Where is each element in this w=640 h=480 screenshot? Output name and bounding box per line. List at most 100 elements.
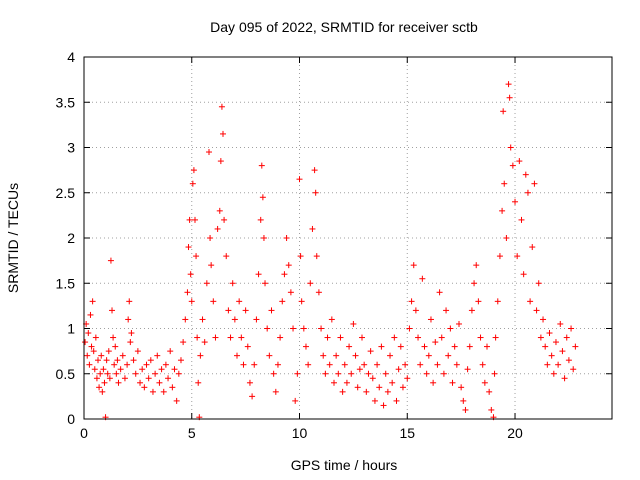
data-point <box>458 384 465 391</box>
data-point <box>518 216 525 223</box>
data-point <box>217 158 224 165</box>
data-point <box>126 298 133 305</box>
data-point <box>378 343 385 350</box>
data-point <box>425 352 432 359</box>
data-point <box>501 180 508 187</box>
gridlines <box>84 57 612 419</box>
y-tick-label: 0 <box>67 411 75 427</box>
data-point <box>199 316 206 323</box>
data-point <box>496 253 503 260</box>
data-point <box>141 384 148 391</box>
data-point <box>330 379 337 386</box>
data-point <box>264 325 271 332</box>
data-point <box>563 334 570 341</box>
data-point <box>417 361 424 368</box>
data-point <box>272 388 279 395</box>
data-point <box>384 388 391 395</box>
data-point <box>180 339 187 346</box>
data-point <box>337 334 344 341</box>
data-point <box>128 330 135 337</box>
data-point <box>440 370 447 377</box>
data-point <box>466 343 473 350</box>
data-point <box>277 334 284 341</box>
data-point <box>481 379 488 386</box>
data-point <box>322 370 329 377</box>
data-point <box>404 375 411 382</box>
data-point <box>369 375 376 382</box>
data-point <box>218 103 225 110</box>
data-point <box>125 316 132 323</box>
data-point <box>194 334 201 341</box>
data-point <box>423 370 430 377</box>
data-point <box>410 262 417 269</box>
data-point <box>240 361 247 368</box>
y-axis-ticks: 0 0.5 1 1.5 2 2.5 3 3.5 4 <box>56 49 612 427</box>
data-point <box>506 94 513 101</box>
data-point <box>93 375 100 382</box>
data-point <box>505 81 512 88</box>
data-point <box>395 366 402 373</box>
data-point <box>234 352 241 359</box>
data-point <box>356 366 363 373</box>
data-point <box>91 366 98 373</box>
data-point <box>359 334 366 341</box>
data-point <box>341 361 348 368</box>
data-point <box>399 384 406 391</box>
data-point <box>365 370 372 377</box>
data-point <box>154 352 161 359</box>
data-point <box>225 307 232 314</box>
data-point <box>82 339 89 346</box>
data-point <box>139 366 146 373</box>
data-point <box>462 406 469 413</box>
data-point <box>348 370 355 377</box>
data-point <box>555 361 562 368</box>
data-point <box>210 298 217 305</box>
data-point <box>88 343 95 350</box>
data-point <box>421 343 428 350</box>
data-point <box>110 334 117 341</box>
data-point <box>542 343 549 350</box>
data-point <box>87 311 94 318</box>
data-point <box>290 325 297 332</box>
data-point <box>105 348 112 355</box>
data-point <box>205 149 212 156</box>
data-point <box>190 167 197 174</box>
data-point <box>514 253 521 260</box>
data-point <box>216 207 223 214</box>
data-point <box>137 379 144 386</box>
data-point <box>503 235 510 241</box>
data-point <box>119 352 126 359</box>
data-point <box>152 370 159 377</box>
data-point <box>99 388 106 395</box>
data-point <box>529 244 536 251</box>
data-point <box>162 361 169 368</box>
data-point <box>302 343 309 350</box>
data-point <box>279 298 286 305</box>
data-point <box>568 325 575 332</box>
data-point <box>509 162 516 169</box>
data-point <box>201 339 208 346</box>
data-point <box>292 397 299 404</box>
data-point <box>266 352 273 359</box>
data-point <box>307 280 314 287</box>
data-point <box>236 298 243 305</box>
data-point <box>191 216 198 223</box>
data-point <box>477 334 484 341</box>
data-point <box>445 352 452 359</box>
data-point <box>203 280 210 287</box>
y-tick-label: 1 <box>67 321 75 337</box>
data-point <box>312 189 319 196</box>
data-point <box>352 352 359 359</box>
data-point <box>438 334 445 341</box>
data-point <box>453 361 460 368</box>
data-point <box>182 316 189 323</box>
data-point <box>287 289 294 296</box>
y-tick-label: 2 <box>67 230 75 246</box>
data-point <box>185 244 192 251</box>
data-point <box>165 375 172 382</box>
data-point <box>350 320 357 327</box>
data-point <box>486 388 493 395</box>
data-point <box>294 370 301 377</box>
data-point <box>380 402 387 409</box>
data-point <box>106 375 113 382</box>
